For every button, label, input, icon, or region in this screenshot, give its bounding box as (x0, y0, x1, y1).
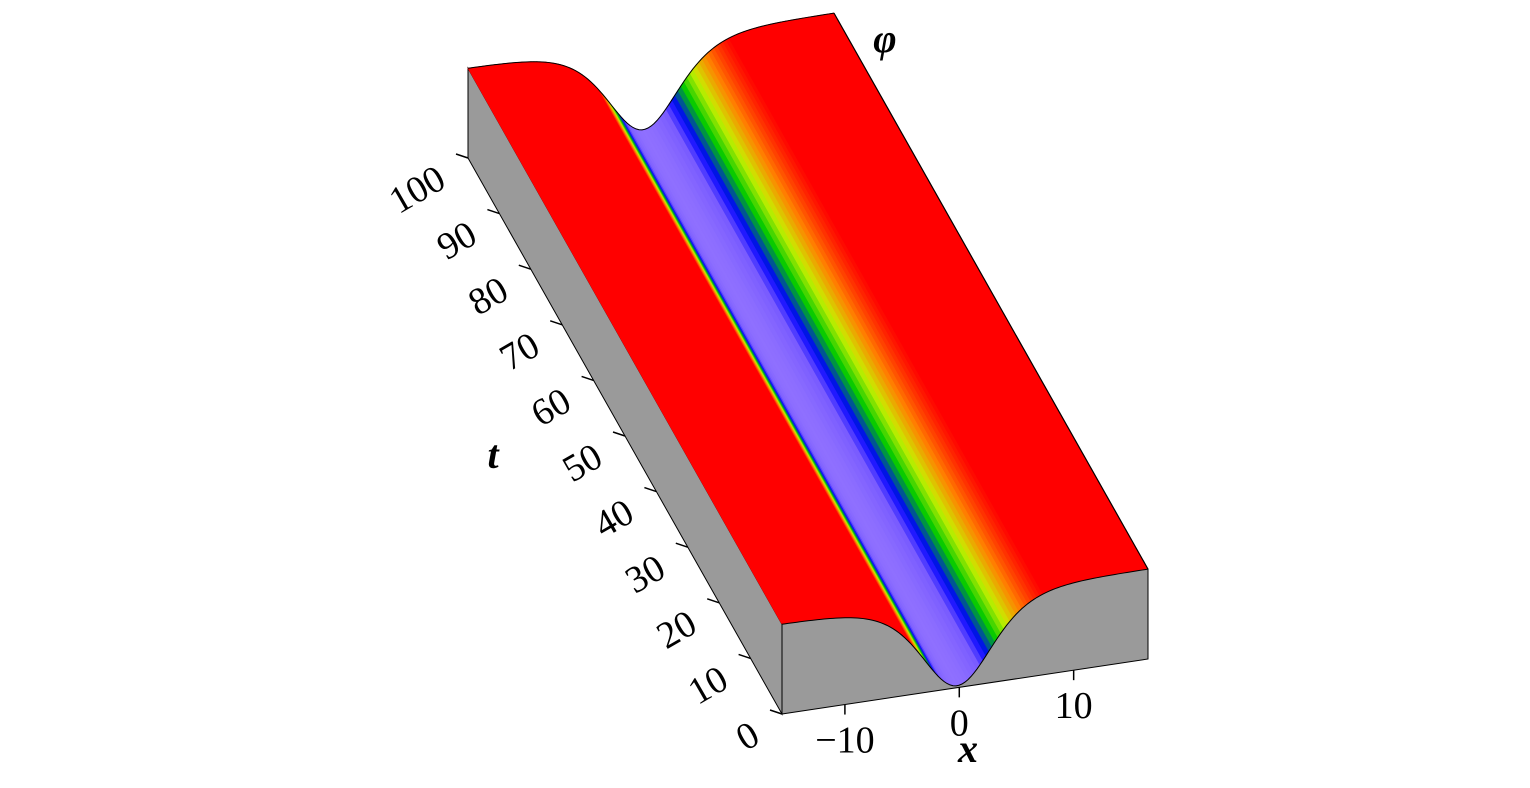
y-tick-label: 20 (650, 602, 704, 657)
y-tick-label: 40 (587, 491, 641, 546)
y-tick-label: 60 (524, 380, 578, 435)
y-tick (518, 264, 532, 270)
y-tick (769, 709, 783, 715)
back-edge (467, 12, 835, 131)
y-tick (675, 542, 689, 548)
x-tick-label: 0 (950, 702, 969, 744)
y-tick (644, 486, 657, 493)
y-tick (738, 653, 751, 660)
y-tick-label: 80 (461, 269, 515, 324)
y-tick-label: 30 (618, 547, 672, 602)
right-edge (833, 12, 1149, 570)
y-tick (612, 431, 626, 437)
y-tick (581, 375, 594, 382)
y-tick (549, 320, 563, 326)
x-tick-label: 10 (1055, 685, 1093, 727)
y-tick (455, 153, 469, 159)
y-tick (487, 208, 500, 215)
y-tick-label: 100 (382, 157, 452, 222)
y-tick-label: 70 (493, 324, 547, 379)
surface (467, 12, 1149, 716)
y-tick-label: 10 (681, 658, 735, 713)
y-tick (706, 598, 720, 604)
t-axis-label: t (487, 432, 500, 477)
x-axis-label: x (957, 726, 978, 771)
y-tick-label: 50 (556, 435, 610, 490)
x-tick-label: −10 (815, 720, 874, 762)
front-face (781, 568, 1149, 715)
phi-axis-label: φ (873, 16, 896, 61)
y-tick-label: 90 (430, 213, 484, 268)
y-tick-label: 0 (729, 713, 766, 759)
